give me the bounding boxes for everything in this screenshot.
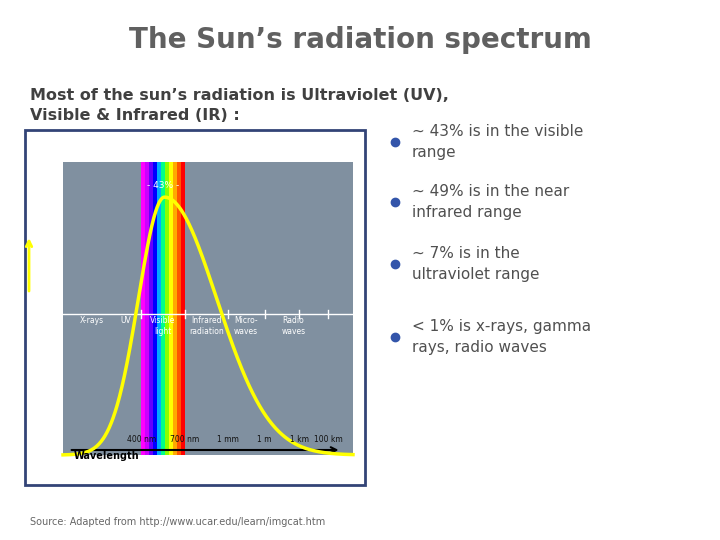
Text: < 1% is x-rays, gamma
rays, radio waves: < 1% is x-rays, gamma rays, radio waves	[412, 319, 591, 355]
Text: 700 nm: 700 nm	[170, 435, 199, 443]
Text: ~ 43% is in the visible
range: ~ 43% is in the visible range	[412, 124, 583, 160]
Text: ~ 49% is in the near
infrared range: ~ 49% is in the near infrared range	[412, 184, 570, 220]
Bar	[141, 162, 145, 455]
Text: Energy Emitted by the Sun: Energy Emitted by the Sun	[32, 247, 42, 369]
Text: X-rays: X-rays	[80, 316, 104, 326]
Text: Most of the sun’s radiation is Ultraviolet (UV),: Most of the sun’s radiation is Ultraviol…	[30, 87, 449, 103]
Text: UV: UV	[120, 316, 131, 326]
Text: Wavelength: Wavelength	[73, 451, 140, 461]
Text: - 43% -: - 43% -	[147, 181, 179, 190]
Bar	[145, 162, 149, 455]
Text: ~ 7% is in the
ultraviolet range: ~ 7% is in the ultraviolet range	[412, 246, 539, 282]
Text: Visible
light: Visible light	[150, 316, 176, 336]
Bar	[177, 162, 181, 455]
Bar	[169, 162, 173, 455]
Text: 1 km: 1 km	[290, 435, 309, 443]
Bar	[157, 162, 161, 455]
Bar	[153, 162, 157, 455]
Text: Infrared
radiation: Infrared radiation	[189, 316, 224, 336]
Bar	[173, 162, 177, 455]
Text: The Sun’s radiation spectrum: The Sun’s radiation spectrum	[129, 26, 591, 54]
Bar	[161, 162, 165, 455]
Text: 100 km: 100 km	[314, 435, 343, 443]
Text: Micro-
waves: Micro- waves	[233, 316, 258, 336]
Text: Source: Adapted from http://www.ucar.edu/learn/imgcat.htm: Source: Adapted from http://www.ucar.edu…	[30, 517, 325, 527]
Bar	[149, 162, 153, 455]
Text: Radio
waves: Radio waves	[282, 316, 305, 336]
Text: 1 mm: 1 mm	[217, 435, 239, 443]
Text: 400 nm: 400 nm	[127, 435, 156, 443]
Text: Visible & Infrared (IR) :: Visible & Infrared (IR) :	[30, 107, 240, 123]
Bar	[63, 162, 353, 455]
Bar	[25, 130, 365, 485]
Bar	[165, 162, 169, 455]
Bar	[181, 162, 185, 455]
Text: 1 m: 1 m	[257, 435, 271, 443]
